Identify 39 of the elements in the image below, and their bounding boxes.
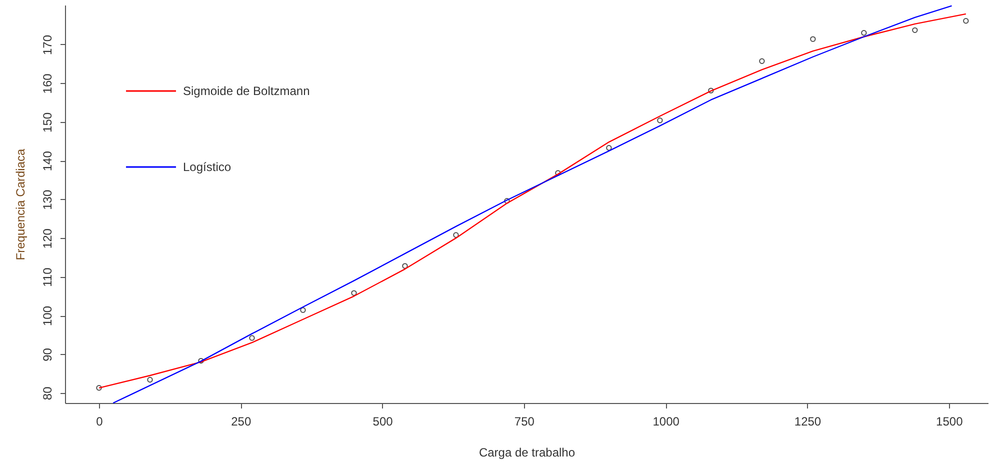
x-tick-label: 1250 [794,414,822,428]
point [147,376,153,383]
point [759,58,765,64]
y-tick-label: 150 [40,112,54,132]
y-tick-label: 140 [40,150,54,172]
point [300,307,306,313]
point [810,36,816,42]
x-tick-label: 1000 [652,414,680,428]
point [96,385,102,391]
y-tick-label: 110 [40,267,54,287]
point [963,18,969,24]
y-tick-label: 80 [40,386,54,400]
y-axis-title: Frequencia Cardiaca [14,148,28,260]
x-tick-label: 250 [231,414,252,428]
point [351,290,357,296]
y-tick-label: 120 [40,228,54,249]
point [708,88,714,94]
point [249,335,255,341]
point [606,145,612,151]
y-tick-label: 100 [40,306,54,326]
y-tick-label: 130 [40,190,54,210]
point [504,198,510,204]
point [453,232,459,238]
x-tick-label: 1500 [936,414,964,428]
legend-label: Logístico [183,160,232,174]
x-axis-title: Carga de trabalho [478,446,576,460]
y-tick-label: 90 [40,348,54,362]
y-tick-label: 170 [40,34,54,56]
point [555,170,561,176]
x-tick-label: 750 [514,414,535,428]
point [861,30,867,36]
point [657,118,663,124]
x-tick-label: 0 [96,414,104,428]
point [198,358,204,364]
point [402,263,408,269]
point [912,27,918,34]
legend-label: Sigmoide de Boltzmann [183,84,310,98]
x-tick-label: 500 [372,414,394,428]
y-tick-label: 160 [40,73,54,94]
